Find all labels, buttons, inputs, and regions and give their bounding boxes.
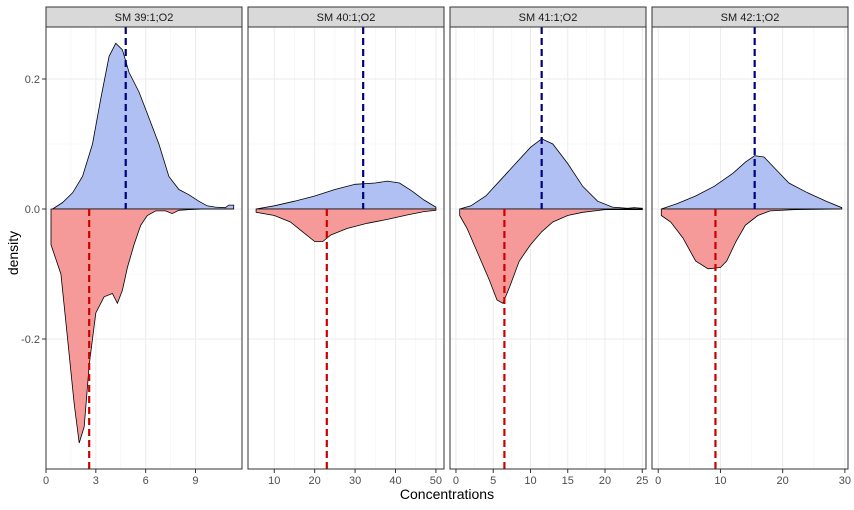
density-area-upper [459,138,643,210]
facet-strip-label: SM 41:1;O2 [519,12,578,24]
density-area-upper [51,42,235,210]
x-tick-label: 20 [777,475,789,487]
facet-panel: SM 39:1;O2 0 3 6 9 [43,6,243,487]
y-axis-title: density [5,231,21,275]
facet-panel: SM 42:1;O2 0 10 20 30 [651,6,851,487]
panel-border [247,26,445,470]
panel-border [45,26,243,470]
facet-panel: SM 41:1;O2 0 5 10 15 20 25 [449,6,648,487]
x-tick-label: 30 [349,475,361,487]
y-tick-label: -0.2 [21,334,40,346]
density-area-upper [256,180,437,210]
x-axis-title: Concentrations [400,486,494,502]
x-tick-label: 40 [389,475,401,487]
density-area-lower [50,208,234,444]
facet-strip-label: SM 39:1;O2 [115,12,174,24]
x-tick-label: 20 [309,475,321,487]
x-tick-label: 10 [268,475,280,487]
facet-strip-label: SM 40:1;O2 [317,12,376,24]
y-tick-label: 0.2 [25,74,40,86]
facet-strip-label: SM 42:1;O2 [721,12,780,24]
plot-background [652,27,848,469]
x-tick-label: 20 [599,475,611,487]
x-tick-label: 0 [655,475,661,487]
density-area-lower [660,208,842,270]
x-tick-label: 5 [490,475,496,487]
x-tick-label: 25 [636,475,648,487]
x-tick-label: 0 [43,475,49,487]
panel-border [651,26,849,470]
x-tick-label: 30 [839,475,851,487]
plot-background [248,27,444,469]
y-tick-label: 0.0 [25,204,40,216]
density-area-upper [661,155,843,210]
panel-border [449,26,647,470]
x-tick-label: 0 [453,475,459,487]
x-tick-label: 15 [562,475,574,487]
y-axis: 0.2 0.0 -0.2 [21,74,46,346]
x-tick-label: 9 [192,475,198,487]
x-tick-label: 10 [524,475,536,487]
x-tick-label: 50 [430,475,442,487]
density-area-lower [255,208,437,242]
x-tick-label: 10 [714,475,726,487]
x-tick-label: 3 [93,475,99,487]
facet-panel: SM 40:1;O2 10 20 30 40 50 [247,6,445,487]
x-tick-label: 6 [143,475,149,487]
